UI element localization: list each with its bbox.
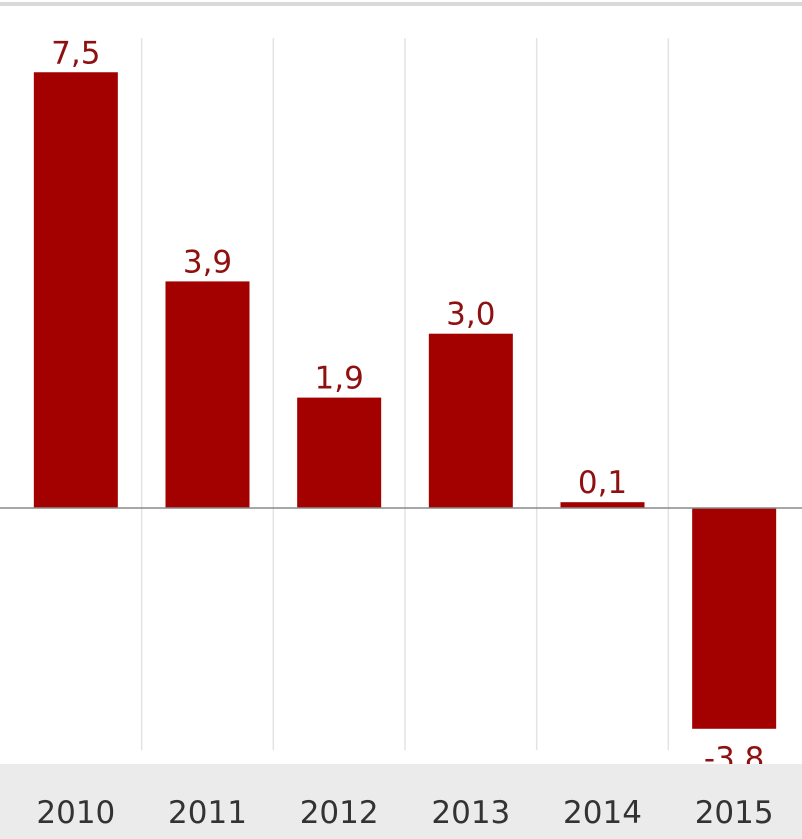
- bar-2013: [428, 333, 513, 508]
- value-labels: 7,53,91,93,00,1-3,8: [51, 35, 764, 777]
- x-axis-band: [0, 764, 802, 839]
- x-tick-label-2014: 2014: [563, 795, 642, 831]
- value-label-2012: 1,9: [315, 361, 364, 397]
- value-label-2010: 7,5: [51, 35, 100, 71]
- x-tick-label-2011: 2011: [168, 795, 247, 831]
- bar-2011: [165, 281, 250, 508]
- bar-2015: [692, 508, 777, 729]
- x-tick-label-2010: 2010: [36, 795, 115, 831]
- value-label-2013: 3,0: [446, 297, 495, 333]
- bar-2014: [560, 502, 645, 508]
- bar-2010: [33, 72, 118, 508]
- bars: [33, 72, 777, 729]
- x-tick-label-2013: 2013: [431, 795, 510, 831]
- value-label-2014: 0,1: [578, 465, 627, 501]
- x-tick-label-2012: 2012: [300, 795, 379, 831]
- x-tick-label-2015: 2015: [695, 795, 774, 831]
- vertical-gridlines: [140, 38, 670, 750]
- x-axis-tick-labels: 2010 2011 2012 2013 2014 2015: [36, 795, 773, 831]
- value-label-2011: 3,9: [183, 244, 232, 280]
- bar-2012: [297, 397, 382, 508]
